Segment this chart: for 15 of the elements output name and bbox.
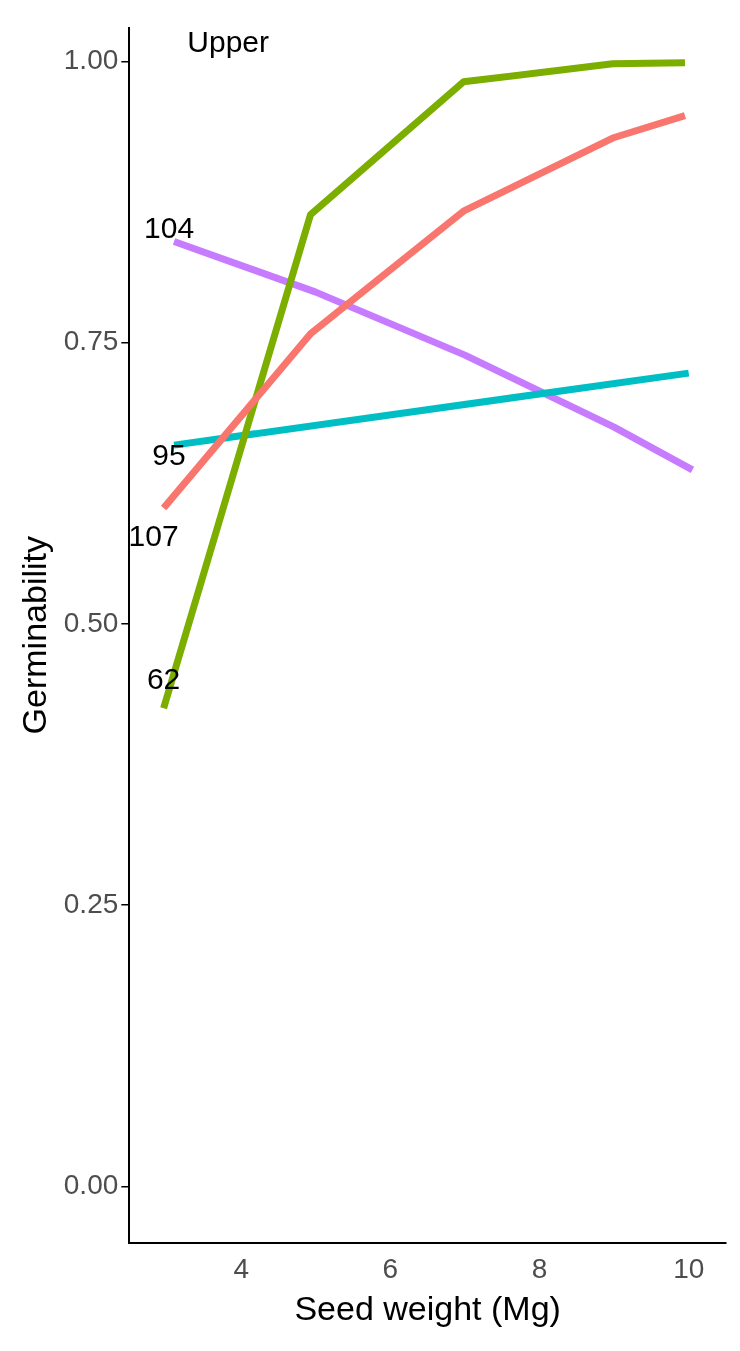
y-tick-label: 0.25 xyxy=(63,887,119,919)
series-label: 107 xyxy=(128,519,179,553)
y-tick-label: 0.50 xyxy=(63,606,119,638)
series-label: 104 xyxy=(144,210,195,244)
series-label: 95 xyxy=(152,438,186,472)
x-tick-label: 4 xyxy=(233,1253,249,1285)
x-axis-title: Seed weight (Mg) xyxy=(294,1288,561,1327)
x-tick-label: 6 xyxy=(382,1253,399,1285)
y-axis-title: Germinability xyxy=(14,536,53,735)
y-tick-label: 1.00 xyxy=(63,44,119,76)
annotation: Upper xyxy=(187,25,270,59)
y-tick-label: 0.75 xyxy=(63,325,119,357)
x-tick-label: 8 xyxy=(531,1253,548,1285)
y-tick-label: 0.00 xyxy=(63,1169,119,1201)
x-tick-label: 10 xyxy=(673,1253,705,1285)
